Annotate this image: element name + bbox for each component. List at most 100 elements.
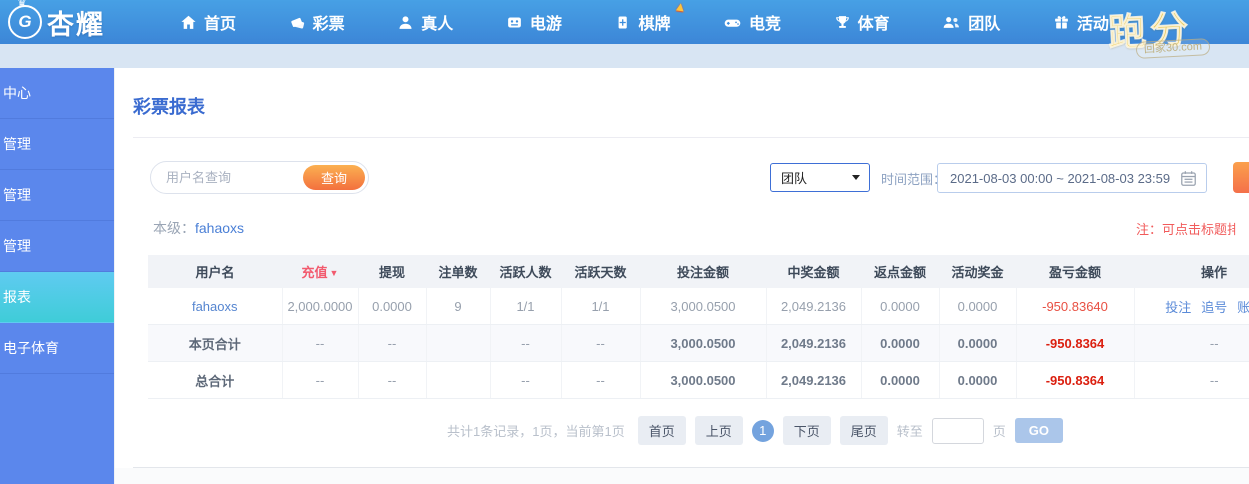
team-icon [942, 14, 961, 31]
active-days-cell: 1/1 [561, 288, 641, 325]
search-button[interactable]: 查询 [303, 165, 365, 190]
bet-count-cell: 9 [426, 288, 491, 325]
bet-amount-cell: 3,000.0500 [640, 324, 767, 362]
recharge-cell: -- [282, 361, 359, 399]
col-header-bonus[interactable]: 活动奖金 [939, 255, 1016, 288]
bonus-cell: 0.0000 [939, 361, 1017, 399]
col-header-bet-amount[interactable]: 投注金额 [640, 255, 766, 288]
bonus-cell: 0.0000 [939, 288, 1017, 325]
nav-item-label: 电游 [529, 16, 562, 33]
chevron-down-icon [852, 175, 860, 180]
col-header-actions: 操作 [1134, 255, 1249, 288]
sidebar-item-label: 管理 [3, 187, 31, 203]
sidebar-item-report[interactable]: 报表 [0, 272, 114, 323]
nav-item-label: 体育 [857, 16, 890, 33]
crown-icon: ♛ [17, 0, 27, 9]
action-account-link[interactable]: 账变 [1237, 299, 1249, 315]
sidebar-item-manage-3[interactable]: 管理 [0, 221, 114, 272]
logo-letter: G [18, 12, 32, 31]
calendar-icon [1181, 170, 1196, 186]
main-content: 彩票报表 查询 团队 时间范围： 2021-08-03 00:00 ~ 2021… [115, 68, 1249, 484]
col-header-active-users[interactable]: 活跃人数 [490, 255, 561, 288]
nav-item-sports[interactable]: 体育 [834, 10, 890, 34]
sidebar-item-manage-1[interactable]: 管理 [0, 119, 114, 170]
next-page-button[interactable]: 下页 [782, 416, 831, 445]
goto-label: 转至 [896, 424, 923, 439]
date-range-picker[interactable]: 2021-08-03 00:00 ~ 2021-08-03 23:59 [937, 163, 1207, 193]
active-users-cell: -- [490, 361, 562, 399]
page-unit-label: 页 [992, 424, 1006, 439]
nav-item-egames[interactable]: 电游 [506, 10, 562, 34]
ticket-icon [289, 14, 306, 31]
bottom-strip [115, 468, 1249, 484]
username-link[interactable]: fahaoxs [148, 288, 283, 325]
username-search-group: 查询 [150, 161, 369, 194]
first-page-button[interactable]: 首页 [637, 416, 686, 445]
date-range-value: 2021-08-03 00:00 ~ 2021-08-03 23:59 [950, 170, 1171, 186]
col-header-win-amount[interactable]: 中奖金额 [766, 255, 861, 288]
recharge-cell: -- [282, 324, 359, 362]
last-page-button[interactable]: 尾页 [839, 416, 888, 445]
gamepad-icon [723, 14, 742, 31]
nav-item-live[interactable]: 真人 [397, 10, 453, 34]
col-header-recharge[interactable]: 充值 ▼ [282, 255, 358, 288]
pagination: 共计1条记录，1页，当前第1页 首页 上页 1 下页 尾页 转至 页 GO [447, 416, 1064, 445]
col-header-withdraw[interactable]: 提现 [358, 255, 426, 288]
actions-cell: -- [1134, 324, 1249, 362]
action-chase-link[interactable]: 追号 [1201, 299, 1228, 315]
current-page-indicator: 1 [751, 419, 774, 442]
sidebar-item-label: 管理 [3, 136, 31, 152]
sidebar-item-label: 报表 [3, 289, 31, 305]
nav-item-label: 团队 [968, 16, 1001, 33]
export-button[interactable] [1233, 162, 1249, 193]
nav-item-label: 电竞 [749, 16, 782, 33]
nav-item-label: 棋牌 [638, 16, 671, 33]
prev-page-button[interactable]: 上页 [694, 416, 743, 445]
rebate-cell: 0.0000 [861, 288, 940, 325]
page-title: 彩票报表 [133, 97, 205, 117]
win-amount-cell: 2,049.2136 [766, 324, 862, 362]
nav-item-label: 活动 [1076, 16, 1109, 33]
profit-cell: -950.8364 [1016, 324, 1135, 362]
goto-page-input[interactable] [931, 417, 984, 444]
bet-count-cell [426, 324, 491, 362]
scope-select[interactable]: 团队 [770, 163, 870, 192]
sidebar-item-esports-report[interactable]: 电子体育 [0, 323, 114, 374]
brand-logo[interactable]: ♛ G 杏耀 [8, 0, 138, 42]
nav-item-label: 首页 [204, 16, 237, 33]
sidebar-item-label: 中心 [3, 85, 31, 101]
nav-item-lottery[interactable]: 彩票 [289, 10, 345, 34]
go-button[interactable]: GO [1014, 418, 1064, 443]
col-header-rebate[interactable]: 返点金额 [861, 255, 939, 288]
nav-item-label: 彩票 [312, 16, 345, 33]
nav-item-home[interactable]: 首页 [180, 10, 236, 34]
report-table: 用户名 充值 ▼ 提现 注单数 活跃人数 活跃天数 投注金额 中奖金额 返点金额 … [148, 255, 1249, 399]
logo-circle-icon: ♛ G [8, 0, 42, 39]
level-line: 本级：fahaoxs [153, 218, 244, 238]
col-header-profit[interactable]: 盈亏金额 [1016, 255, 1134, 288]
time-range-label: 时间范围： [881, 172, 947, 187]
withdraw-cell: -- [358, 361, 427, 399]
person-icon [397, 14, 414, 31]
sidebar-item-label: 管理 [3, 238, 31, 254]
col-header-active-days[interactable]: 活跃天数 [561, 255, 640, 288]
profit-cell: -950.8364 [1016, 361, 1135, 399]
mahjong-tile-icon [614, 14, 631, 31]
col-header-bet-count[interactable]: 注单数 [426, 255, 490, 288]
nav-item-boardgames[interactable]: 棋牌 ▲ [614, 0, 687, 34]
level-username-link[interactable]: fahaoxs [195, 220, 245, 236]
col-header-username[interactable]: 用户名 [148, 255, 282, 288]
active-users-cell: -- [490, 324, 562, 362]
hot-badge-icon: ▲ [672, 0, 688, 15]
sidebar-item-center[interactable]: 中心 [0, 68, 114, 119]
nav-item-team[interactable]: 团队 [942, 10, 1000, 34]
action-bets-link[interactable]: 投注 [1165, 299, 1192, 315]
nav-item-promotions[interactable]: 活动 [1053, 10, 1109, 34]
sidebar-item-manage-2[interactable]: 管理 [0, 170, 114, 221]
username-search-input[interactable] [151, 170, 303, 185]
actions-cell: 投注追号账变 [1134, 288, 1249, 325]
recharge-cell: 2,000.0000 [282, 288, 359, 325]
pagination-summary: 共计1条记录，1页，当前第1页 [447, 424, 625, 439]
nav-item-esports[interactable]: 电竞 [723, 10, 781, 34]
level-label: 本级： [153, 220, 195, 236]
